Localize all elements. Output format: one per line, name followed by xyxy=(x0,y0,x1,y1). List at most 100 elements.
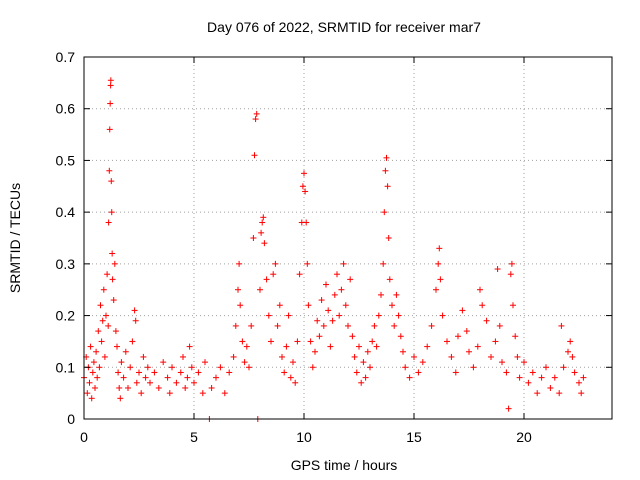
data-point xyxy=(349,333,356,340)
data-point xyxy=(122,348,129,355)
data-point xyxy=(237,302,244,309)
y-tick-labels: 0 0.1 0.2 0.3 0.4 0.5 0.6 0.7 xyxy=(56,49,76,427)
data-point xyxy=(316,333,323,340)
data-point xyxy=(507,271,514,278)
data-point xyxy=(105,219,112,226)
data-point xyxy=(195,369,202,376)
data-point xyxy=(107,100,114,107)
data-point xyxy=(428,322,435,329)
data-point xyxy=(106,167,113,174)
data-point xyxy=(580,374,587,381)
data-point xyxy=(397,333,404,340)
data-point xyxy=(160,359,167,366)
data-point xyxy=(263,276,270,283)
data-point xyxy=(108,178,115,185)
data-point xyxy=(86,379,93,386)
data-point xyxy=(304,260,311,267)
data-point xyxy=(120,374,127,381)
data-point xyxy=(364,348,371,355)
data-point xyxy=(558,322,565,329)
data-point xyxy=(299,183,306,190)
data-point xyxy=(375,312,382,319)
data-point xyxy=(236,260,243,267)
x-tick-label: 0 xyxy=(80,429,88,445)
data-point xyxy=(318,297,325,304)
data-point xyxy=(208,384,215,391)
data-point xyxy=(107,77,114,84)
data-point xyxy=(241,359,248,366)
data-point xyxy=(521,359,527,366)
data-point xyxy=(202,359,208,366)
data-point xyxy=(232,322,239,329)
data-point xyxy=(213,374,219,381)
data-point xyxy=(331,291,338,298)
data-point xyxy=(327,343,334,350)
data-point xyxy=(270,271,277,278)
data-point xyxy=(93,348,100,355)
data-point xyxy=(188,364,195,371)
data-point xyxy=(305,302,312,309)
data-point xyxy=(556,390,563,397)
data-point xyxy=(89,369,96,376)
data-point xyxy=(292,379,299,386)
data-point xyxy=(226,369,233,376)
data-point xyxy=(112,328,119,335)
data-point xyxy=(166,390,173,397)
data-point xyxy=(351,353,358,360)
data-point xyxy=(455,333,461,340)
data-point xyxy=(283,343,290,350)
data-points xyxy=(81,77,587,422)
data-point xyxy=(393,291,400,298)
data-point xyxy=(302,188,309,195)
data-point xyxy=(110,297,117,304)
x-tick-label: 5 xyxy=(190,429,198,445)
data-point xyxy=(246,364,252,371)
data-point xyxy=(508,260,515,267)
data-point xyxy=(338,286,345,293)
data-point xyxy=(353,369,360,376)
x-tick-label: 15 xyxy=(406,429,422,445)
data-point xyxy=(138,390,145,397)
data-point xyxy=(356,343,362,350)
data-point xyxy=(378,291,384,298)
data-point xyxy=(512,333,519,340)
x-tick-labels: 0 5 10 15 20 xyxy=(80,429,532,445)
data-point xyxy=(389,302,395,309)
data-point xyxy=(383,154,390,161)
data-point xyxy=(258,229,265,236)
data-point xyxy=(182,384,189,391)
data-point xyxy=(360,359,367,366)
data-point xyxy=(419,359,426,366)
data-point xyxy=(543,364,549,371)
data-point xyxy=(97,302,104,309)
data-point xyxy=(177,369,184,376)
data-point xyxy=(510,302,516,309)
data-point xyxy=(133,379,140,386)
data-point xyxy=(251,152,258,159)
data-point xyxy=(164,374,171,381)
y-tick-label: 0.3 xyxy=(56,256,76,272)
data-point xyxy=(336,312,343,319)
data-point xyxy=(252,116,259,123)
data-point xyxy=(547,384,554,391)
data-point xyxy=(243,343,250,350)
data-point xyxy=(312,348,318,355)
data-point xyxy=(576,379,582,386)
data-point xyxy=(98,338,105,345)
y-tick-label: 0.4 xyxy=(56,204,76,220)
data-point xyxy=(400,348,406,355)
data-point xyxy=(560,364,567,371)
data-point xyxy=(186,343,193,350)
data-point xyxy=(395,312,402,319)
data-point xyxy=(371,322,378,329)
data-point xyxy=(334,271,340,278)
data-point xyxy=(439,312,446,319)
data-point xyxy=(92,384,98,391)
x-axis-label: GPS time / hours xyxy=(291,457,398,473)
data-point xyxy=(345,322,351,329)
data-point xyxy=(565,348,571,355)
data-point xyxy=(433,286,439,293)
data-point xyxy=(571,369,578,376)
data-point xyxy=(221,390,228,397)
